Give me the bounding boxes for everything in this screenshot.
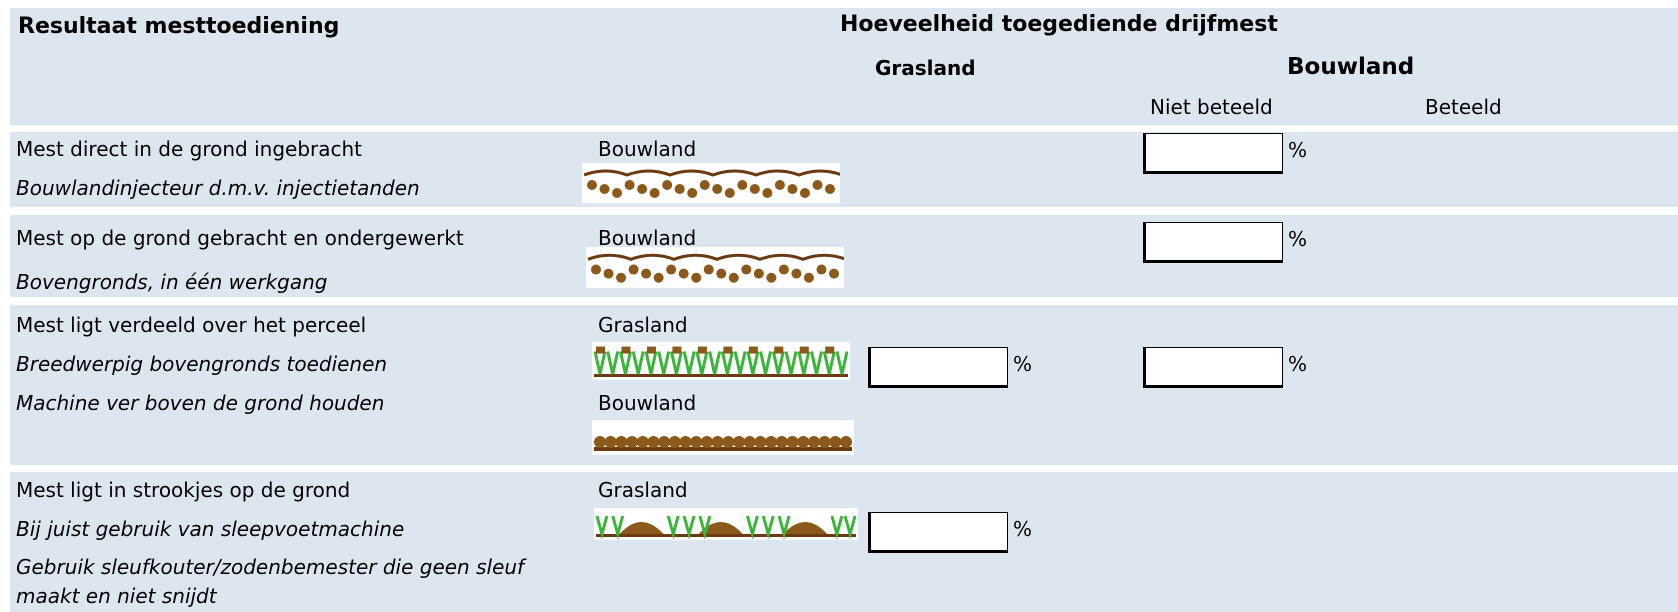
group-title: Hoeveelheid toegediende drijfmest bbox=[840, 13, 1278, 37]
unit: % bbox=[1013, 517, 1032, 541]
row-label: Mest op de grond gebracht en ondergewerk… bbox=[16, 226, 464, 250]
row-label: Mest direct in de grond ingebracht bbox=[16, 137, 362, 161]
column-header: Grasland bbox=[875, 56, 976, 80]
image-label: Grasland bbox=[598, 313, 688, 337]
percentage-input[interactable] bbox=[1143, 222, 1283, 263]
row-description: Gebruik sleufkouter/zodenbemester die ge… bbox=[16, 555, 524, 579]
unit: % bbox=[1288, 227, 1307, 251]
row-label: Mest ligt in strookjes op de grond bbox=[16, 478, 350, 502]
row-description: Bovengronds, in één werkgang bbox=[16, 270, 327, 294]
illustration bbox=[582, 163, 840, 203]
illustration bbox=[592, 342, 850, 380]
form: Resultaat mesttoediening Hoeveelheid toe… bbox=[0, 0, 1678, 612]
column-header: Bouwland bbox=[1287, 55, 1414, 79]
row-description: Bouwlandinjecteur d.m.v. injectietanden bbox=[16, 176, 420, 200]
unit: % bbox=[1288, 138, 1307, 162]
row-label: Mest ligt verdeeld over het perceel bbox=[16, 313, 366, 337]
image-label: Bouwland bbox=[598, 391, 696, 415]
row-description: Bij juist gebruik van sleepvoetmachine bbox=[16, 517, 404, 541]
row-description: maakt en niet snijdt bbox=[16, 584, 217, 608]
percentage-input[interactable] bbox=[868, 347, 1008, 388]
sub-column-header: Niet beteeld bbox=[1150, 95, 1273, 119]
percentage-input[interactable] bbox=[1143, 347, 1283, 388]
title: Resultaat mesttoediening bbox=[18, 15, 339, 39]
image-label: Grasland bbox=[598, 478, 688, 502]
illustration bbox=[586, 247, 844, 288]
percentage-input[interactable] bbox=[868, 512, 1008, 553]
illustration bbox=[592, 420, 854, 455]
unit: % bbox=[1013, 352, 1032, 376]
percentage-input[interactable] bbox=[1143, 133, 1283, 174]
row-description: Breedwerpig bovengronds toedienen bbox=[16, 352, 387, 376]
unit: % bbox=[1288, 352, 1307, 376]
image-label: Bouwland bbox=[598, 137, 696, 161]
illustration bbox=[594, 508, 858, 540]
row-description: Machine ver boven de grond houden bbox=[16, 391, 384, 415]
sub-column-header: Beteeld bbox=[1425, 95, 1502, 119]
